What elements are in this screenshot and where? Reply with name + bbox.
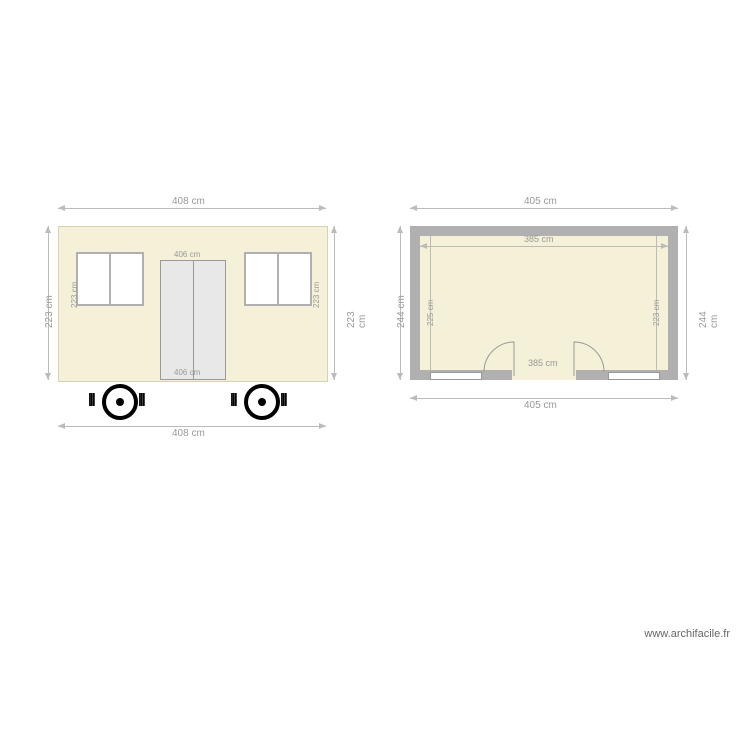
r-dim-bottom: 405 cm [524, 400, 557, 411]
window-left [76, 252, 144, 306]
dim-left: 223 cm [44, 295, 55, 328]
dim-right: 223 cm [346, 311, 368, 328]
r-dim-left: 244 cm [396, 295, 407, 328]
window-right [244, 252, 312, 306]
spring-right-b: ||| [280, 390, 286, 406]
spring-right-a: ||| [230, 390, 236, 406]
r-inner-left: 225 cm [426, 300, 435, 326]
dim-top: 408 cm [172, 196, 205, 207]
r-inner-right: 223 cm [652, 300, 661, 326]
door-swing-right [572, 336, 606, 376]
dim-bottom: 408 cm [172, 428, 205, 439]
r-dim-top: 405 cm [524, 196, 557, 207]
spring-left-a: ||| [88, 390, 94, 406]
right-plan: 405 cm 385 cm 225 cm 223 cm 385 cm 244 c… [400, 208, 700, 428]
r-inner-top: 385 cm [524, 234, 554, 244]
stage: 408 cm 223 cm 223 cm 223 cm 223 cm 406 c… [0, 0, 750, 750]
win-right-dim: 223 cm [312, 282, 321, 308]
interior [420, 236, 668, 370]
door [160, 260, 226, 380]
wheel-right [244, 384, 280, 420]
plan-window-right [608, 372, 660, 380]
win-left-dim: 223 cm [70, 282, 79, 308]
spring-left-b: ||| [138, 390, 144, 406]
left-plan: 408 cm 223 cm 223 cm 223 cm 223 cm 406 c… [48, 208, 348, 428]
plan-window-left [430, 372, 482, 380]
door-swing-left [482, 336, 516, 376]
wheel-left [102, 384, 138, 420]
door-label-top: 406 cm [174, 250, 200, 259]
r-dim-right: 244 cm [698, 311, 720, 328]
r-inner-bottom: 385 cm [528, 358, 558, 368]
door-label-bottom: 406 cm [174, 368, 200, 377]
watermark: www.archifacile.fr [644, 628, 730, 640]
